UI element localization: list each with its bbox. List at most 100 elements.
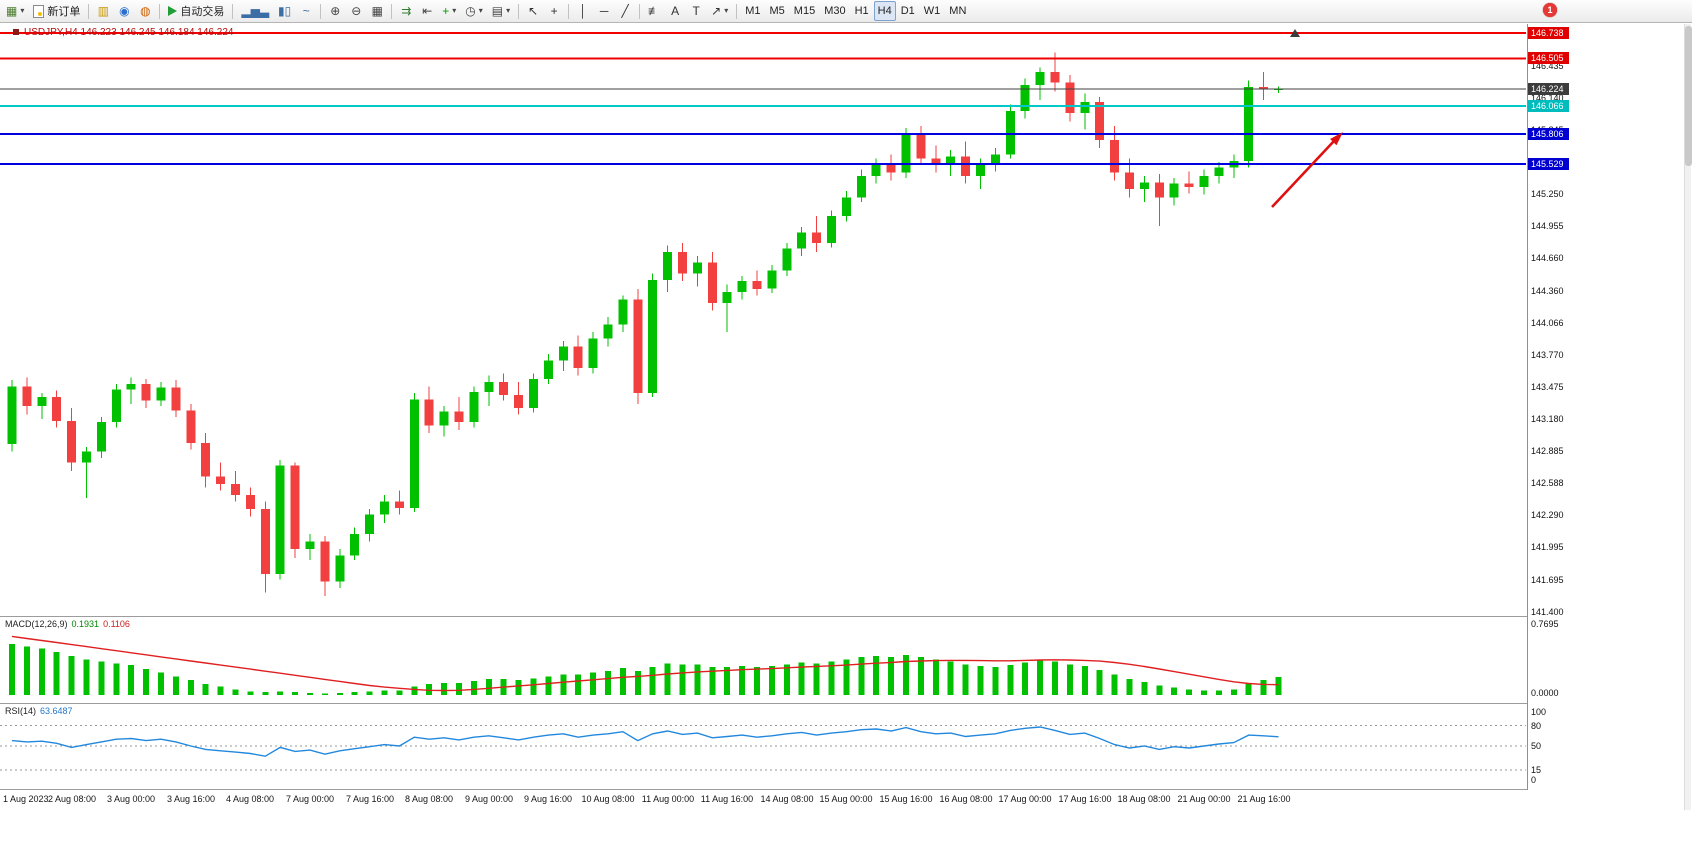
main-chart-canvas[interactable]	[0, 24, 1526, 616]
tab-timeframe-m30[interactable]: M30	[824, 5, 846, 17]
candle-body	[529, 378, 538, 409]
draw-fibonacci-icon: ≢	[648, 4, 661, 18]
draw-trendline-button[interactable]: ╱	[615, 1, 635, 21]
rsi-panel[interactable]	[0, 704, 1526, 789]
candle-body	[1035, 71, 1045, 85]
macd-bar	[694, 664, 701, 695]
candle-body	[1154, 182, 1164, 198]
tab-timeframe-d1[interactable]: D1	[900, 5, 915, 17]
market-watch-button[interactable]: ▥	[93, 1, 113, 21]
tab-timeframe-m15[interactable]: M15	[793, 5, 816, 17]
price-axis[interactable]: 0.7695 0.0000 146.435146.140145.845145.5…	[1527, 24, 1569, 790]
vertical-scrollbar[interactable]	[1684, 24, 1692, 810]
navigator-button[interactable]: ◉	[114, 1, 134, 21]
auto-trading-button[interactable]: 自动交易	[164, 1, 228, 21]
zoom-out-button[interactable]: ⊖	[346, 1, 366, 21]
crosshair-button[interactable]: +	[544, 1, 564, 21]
macd-bar	[664, 663, 671, 695]
draw-arrows-button[interactable]: ↗ ▾	[707, 1, 732, 21]
macd-bar	[426, 683, 433, 695]
macd-bar	[724, 667, 731, 695]
indicators-list-button[interactable]: + ▾	[438, 1, 460, 21]
draw-label-button[interactable]: T	[686, 1, 706, 21]
candle-body	[350, 533, 360, 556]
macd-bar	[932, 659, 939, 695]
candle-body	[186, 410, 196, 443]
candle-body	[827, 216, 836, 244]
draw-vline-button[interactable]: │	[573, 1, 593, 21]
chart-candles-button[interactable]: ▮▯	[274, 1, 295, 21]
cursor-button[interactable]: ↖	[523, 1, 543, 21]
new-chart-button[interactable]: ▦ ▾	[2, 1, 28, 21]
tab-timeframe-mn[interactable]: MN	[949, 5, 967, 17]
candle-body	[782, 248, 792, 271]
tile-windows-button[interactable]: ▦	[367, 1, 387, 21]
community-button[interactable]: ◍	[135, 1, 155, 21]
scrollbar-thumb[interactable]	[1685, 26, 1692, 166]
tab-timeframe-m1[interactable]: M1	[745, 5, 761, 17]
zoom-in-button[interactable]: ⊕	[325, 1, 345, 21]
time-label: 16 Aug 08:00	[939, 794, 993, 804]
candle-body	[707, 262, 717, 303]
indicators-list-icon: +	[442, 4, 450, 18]
draw-text-button[interactable]: A	[665, 1, 685, 21]
new-order-button[interactable]: 新订单	[29, 1, 84, 21]
macd-bar	[247, 691, 254, 695]
macd-bar	[470, 681, 477, 695]
macd-bar	[798, 662, 805, 695]
draw-arrows-icon: ↗	[711, 4, 722, 18]
toolbar-separator	[639, 3, 641, 19]
candle-body	[290, 465, 300, 550]
candle-body	[141, 384, 151, 401]
new-chart-icon: ▦	[6, 4, 18, 18]
templates-button[interactable]: ▤ ▾	[488, 1, 514, 21]
candle-body	[394, 501, 404, 508]
macd-bar	[888, 656, 895, 695]
rsi-label: RSI(14)	[5, 706, 37, 716]
trend-arrow-annotation[interactable]	[1271, 132, 1343, 208]
chart-bars-button[interactable]: ▂▅▃	[237, 1, 273, 21]
candle-body	[797, 232, 807, 249]
toolbar-separator	[159, 3, 161, 19]
macd-panel[interactable]	[0, 617, 1526, 703]
candle-body	[1020, 84, 1030, 111]
periods-button[interactable]: ◷ ▾	[461, 1, 487, 21]
tab-timeframe-m5[interactable]: M5	[769, 5, 785, 17]
candle-body	[663, 251, 673, 281]
time-label: 17 Aug 00:00	[998, 794, 1052, 804]
candle-body	[454, 411, 464, 423]
draw-hline-button[interactable]: ─	[594, 1, 614, 21]
auto-scroll-button[interactable]: ⇉	[396, 1, 416, 21]
time-label: 18 Aug 08:00	[1117, 794, 1171, 804]
macd-bar	[53, 652, 60, 695]
candle-body	[335, 555, 345, 582]
candle-body	[618, 299, 628, 325]
price-tick: 143.475	[1531, 382, 1564, 392]
chart-line-button[interactable]: ~	[296, 1, 316, 21]
panel-separator[interactable]	[0, 616, 1568, 617]
navigator-icon: ◉	[119, 4, 130, 18]
chart-shift-marker[interactable]	[1290, 29, 1300, 37]
notification-badge[interactable]: 1	[1543, 3, 1557, 17]
toolbar-separator	[88, 3, 90, 19]
candle-body	[216, 476, 226, 484]
panel-separator[interactable]	[0, 789, 1568, 790]
chart-symbol-period: USDJPY,H4	[24, 27, 78, 38]
candle-body	[37, 397, 47, 406]
macd-bar	[83, 659, 90, 695]
tab-timeframe-h4[interactable]: H4	[873, 1, 896, 21]
candle-body	[1274, 88, 1283, 90]
rsi-axis-label: 100	[1531, 707, 1547, 717]
tab-timeframe-w1[interactable]: W1	[923, 5, 941, 17]
macd-bar	[292, 692, 299, 695]
time-label: 14 Aug 08:00	[760, 794, 814, 804]
chart-bars-icon: ▂▅▃	[241, 4, 270, 18]
candle-body	[1125, 172, 1134, 189]
time-label: 21 Aug 16:00	[1237, 794, 1291, 804]
panel-separator[interactable]	[0, 703, 1568, 704]
draw-fibonacci-button[interactable]: ≢	[644, 1, 664, 21]
tab-timeframe-h1[interactable]: H1	[854, 5, 869, 17]
macd-bar	[381, 690, 388, 695]
chart-shift-button[interactable]: ⇤	[417, 1, 437, 21]
time-axis[interactable]: 1 Aug 2023 2 Aug 08:00 3 Aug 00:00 3 Aug 16…	[0, 790, 1568, 812]
